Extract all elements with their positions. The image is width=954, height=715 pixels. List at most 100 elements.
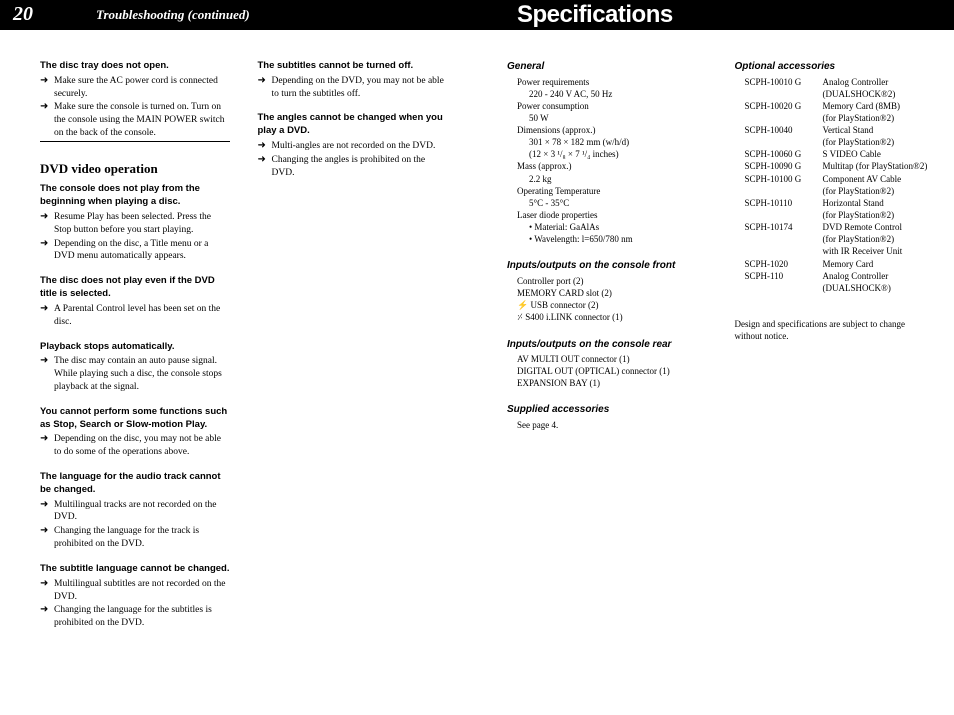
issue-title: The angles cannot be changed when you pl…: [258, 112, 448, 138]
spec-item: MEMORY CARD slot (2): [507, 287, 707, 299]
issue-title: The subtitles cannot be turned off.: [258, 60, 448, 73]
spec-value: 5°C - 35°C: [507, 197, 707, 209]
arrow-icon: ➜: [40, 604, 54, 616]
accessory-name: Horizontal Stand: [823, 197, 935, 209]
spec-item: ⚡ USB connector (2): [507, 299, 707, 311]
spec-value: 50 W: [507, 112, 707, 124]
accessory-note: (DUALSHOCK®): [735, 282, 935, 294]
spec-item: Controller port (2): [507, 275, 707, 287]
accessory-code: SCPH-10100 G: [745, 173, 823, 185]
issue-title: The disc does not play even if the DVD t…: [40, 275, 230, 301]
arrow-icon: ➜: [40, 303, 54, 315]
spec-label: Operating Temperature: [507, 185, 707, 197]
left-page: 20 Troubleshooting (continued) The disc …: [0, 0, 477, 715]
issue-bullet: ➜Changing the angles is prohibited on th…: [258, 154, 448, 180]
spec-label: Power requirements: [507, 76, 707, 88]
accessory-row: SCPH-10060 GS VIDEO Cable: [735, 148, 935, 160]
spec-label: Dimensions (approx.): [507, 124, 707, 136]
bullet-text: The disc may contain an auto pause signa…: [54, 355, 230, 393]
spec-sub: • Wavelength: l=650/780 nm: [507, 233, 707, 245]
left-col-2: The subtitles cannot be turned off.➜Depe…: [258, 60, 448, 631]
accessory-name: Memory Card: [823, 258, 935, 270]
bullet-text: Multi-angles are not recorded on the DVD…: [272, 140, 448, 153]
specifications-title: Specifications: [477, 0, 954, 30]
accessory-row: SCPH-110Analog Controller: [735, 270, 935, 282]
accessory-row: SCPH-10174DVD Remote Control: [735, 221, 935, 233]
accessory-code: SCPH-10020 G: [745, 100, 823, 112]
accessory-code: SCPH-1020: [745, 258, 823, 270]
bullet-text: Multilingual subtitles are not recorded …: [54, 578, 230, 604]
supplied-text: See page 4.: [507, 419, 707, 431]
arrow-icon: ➜: [40, 238, 54, 250]
accessory-name: Component AV Cable: [823, 173, 935, 185]
design-note: Design and specifications are subject to…: [735, 318, 935, 342]
spec-value: 2.2 kg: [507, 173, 707, 185]
accessory-name: Vertical Stand: [823, 124, 935, 136]
arrow-icon: ➜: [40, 355, 54, 367]
issue-bullet: ➜Depending on the DVD, you may not be ab…: [258, 75, 448, 101]
issue-bullet: ➜Multilingual tracks are not recorded on…: [40, 499, 230, 525]
bullet-text: Resume Play has been selected. Press the…: [54, 211, 230, 237]
troubleshooting-title: Troubleshooting (continued): [46, 0, 477, 30]
spec-item: DIGITAL OUT (OPTICAL) connector (1): [507, 365, 707, 377]
spec-label: Mass (approx.): [507, 160, 707, 172]
right-page: Specifications General Power requirement…: [477, 0, 954, 715]
accessory-note: (for PlayStation®2): [735, 209, 935, 221]
arrow-icon: ➜: [40, 101, 54, 113]
page-number: 20: [0, 0, 46, 30]
io-front-heading: Inputs/outputs on the console front: [507, 259, 707, 273]
issue-bullet: ➜The disc may contain an auto pause sign…: [40, 355, 230, 393]
optional-heading: Optional accessories: [735, 60, 935, 74]
bullet-text: Make sure the console is turned on. Turn…: [54, 101, 230, 139]
issue-title: Playback stops automatically.: [40, 341, 230, 354]
accessory-name: Multitap (for PlayStation®2): [823, 160, 935, 172]
dvd-section-title: DVD video operation: [40, 160, 230, 178]
right-content: General Power requirements220 - 240 V AC…: [477, 30, 954, 431]
issue-bullet: ➜Changing the language for the track is …: [40, 525, 230, 551]
arrow-icon: ➜: [40, 499, 54, 511]
bullet-text: Depending on the disc, you may not be ab…: [54, 433, 230, 459]
issue-title: The disc tray does not open.: [40, 60, 230, 73]
left-content: The disc tray does not open.➜Make sure t…: [0, 30, 477, 631]
issue-title: The subtitle language cannot be changed.: [40, 563, 230, 576]
issue-bullet: ➜Depending on the disc, a Title menu or …: [40, 238, 230, 264]
bullet-text: Depending on the disc, a Title menu or a…: [54, 238, 230, 264]
spec-label: Power consumption: [507, 100, 707, 112]
arrow-icon: ➜: [40, 578, 54, 590]
section-divider: [40, 141, 230, 142]
arrow-icon: ➜: [258, 140, 272, 152]
issue-bullet: ➜Changing the language for the subtitles…: [40, 604, 230, 630]
accessory-note: (DUALSHOCK®2): [735, 88, 935, 100]
accessory-note: (for PlayStation®2): [735, 233, 935, 245]
bullet-text: Make sure the AC power cord is connected…: [54, 75, 230, 101]
accessory-note: (for PlayStation®2): [735, 185, 935, 197]
accessory-code: SCPH-10090 G: [745, 160, 823, 172]
spec-value: 220 - 240 V AC, 50 Hz: [507, 88, 707, 100]
spec-value: (12 × 3 ¹/₈ × 7 ¹/₄ inches): [507, 148, 707, 160]
accessory-note: (for PlayStation®2): [735, 136, 935, 148]
issue-bullet: ➜Resume Play has been selected. Press th…: [40, 211, 230, 237]
arrow-icon: ➜: [40, 525, 54, 537]
accessory-name: Memory Card (8MB): [823, 100, 935, 112]
spec-item: ⸓ S400 i.LINK connector (1): [507, 311, 707, 323]
accessory-name: Analog Controller: [823, 270, 935, 282]
accessory-row: SCPH-1020Memory Card: [735, 258, 935, 270]
accessory-name: Analog Controller: [823, 76, 935, 88]
accessory-code: SCPH-10040: [745, 124, 823, 136]
accessory-note: with IR Receiver Unit: [735, 245, 935, 257]
right-col-2: Optional accessories SCPH-10010 GAnalog …: [735, 60, 935, 431]
accessory-code: SCPH-10110: [745, 197, 823, 209]
arrow-icon: ➜: [40, 433, 54, 445]
issue-bullet: ➜Depending on the disc, you may not be a…: [40, 433, 230, 459]
bullet-text: Depending on the DVD, you may not be abl…: [272, 75, 448, 101]
arrow-icon: ➜: [40, 75, 54, 87]
spec-item: AV MULTI OUT connector (1): [507, 353, 707, 365]
spec-label: Laser diode properties: [507, 209, 707, 221]
bullet-text: Changing the angles is prohibited on the…: [272, 154, 448, 180]
spec-value: 301 × 78 × 182 mm (w/h/d): [507, 136, 707, 148]
right-header: Specifications: [477, 0, 954, 30]
spec-item: EXPANSION BAY (1): [507, 377, 707, 389]
arrow-icon: ➜: [258, 154, 272, 166]
issue-title: You cannot perform some functions such a…: [40, 406, 230, 432]
left-header: 20 Troubleshooting (continued): [0, 0, 477, 30]
